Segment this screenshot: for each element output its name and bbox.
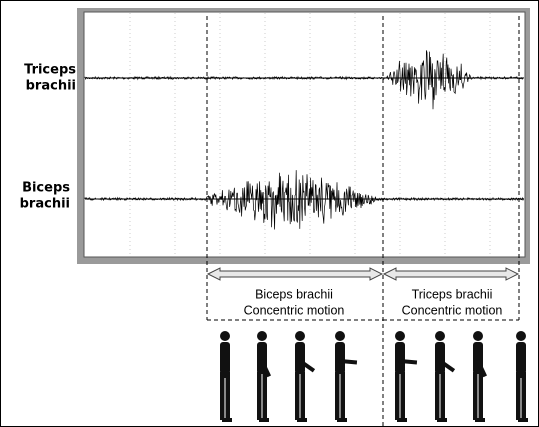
leg — [473, 372, 478, 420]
phase-label: Triceps brachii — [412, 287, 493, 301]
head — [295, 331, 305, 341]
phase-label: Concentric motion — [402, 303, 503, 317]
leg — [335, 372, 340, 420]
plot-area — [84, 12, 525, 257]
foot — [337, 418, 347, 422]
leg — [479, 372, 484, 420]
head — [395, 331, 405, 341]
phase-label: Biceps brachii — [255, 287, 333, 301]
page: Triceps brachii Biceps brachii Biceps br… — [0, 0, 539, 427]
leg — [220, 372, 225, 420]
foot — [259, 418, 269, 422]
emg-label: Biceps — [22, 181, 70, 196]
leg — [435, 372, 440, 420]
leg — [341, 372, 346, 420]
head — [220, 331, 230, 341]
leg — [263, 372, 268, 420]
foot — [297, 418, 307, 422]
upper-arm — [223, 344, 227, 362]
head — [335, 331, 345, 341]
leg — [395, 372, 400, 420]
head — [473, 331, 483, 341]
head — [516, 331, 526, 341]
leg — [401, 372, 406, 420]
upper-arm — [519, 344, 523, 362]
foot — [475, 418, 485, 422]
phase-label: Concentric motion — [244, 303, 345, 317]
foot — [437, 418, 447, 422]
leg — [257, 372, 262, 420]
figure: Triceps brachii Biceps brachii Biceps br… — [0, 0, 539, 427]
foot — [397, 418, 407, 422]
leg — [441, 372, 446, 420]
foot — [222, 418, 232, 422]
forearm — [223, 360, 227, 378]
emg-label: Triceps — [24, 63, 76, 78]
head — [435, 331, 445, 341]
leg — [516, 372, 521, 420]
emg-label: brachii — [26, 79, 76, 94]
leg — [295, 372, 300, 420]
forearm — [519, 360, 523, 378]
leg — [522, 372, 527, 420]
leg — [226, 372, 231, 420]
foot — [518, 418, 528, 422]
head — [257, 331, 267, 341]
emg-label: brachii — [20, 197, 70, 212]
leg — [301, 372, 306, 420]
